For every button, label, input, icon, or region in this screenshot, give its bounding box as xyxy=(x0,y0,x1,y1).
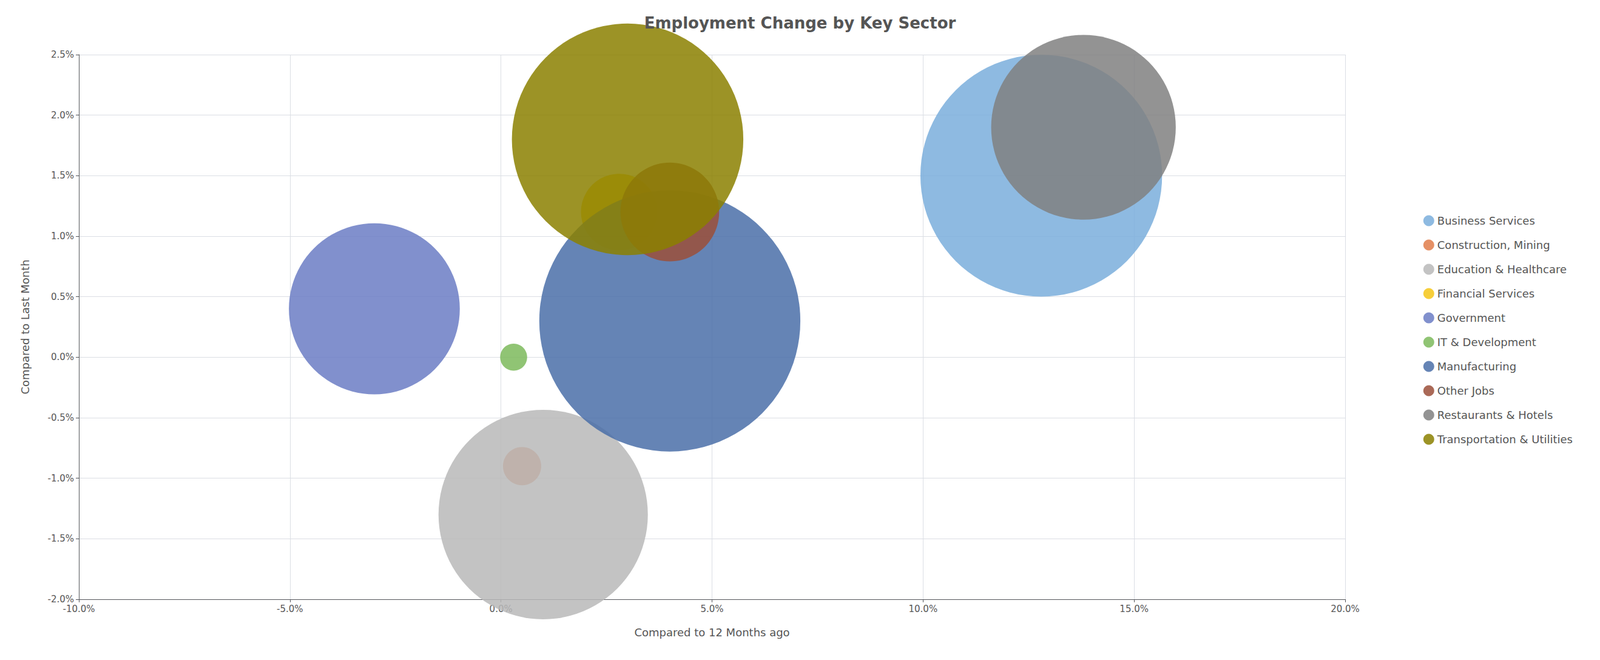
svg-text:Compared to 12 Months ago: Compared to 12 Months ago xyxy=(634,625,790,639)
svg-text:0.5%: 0.5% xyxy=(50,291,75,303)
svg-text:1.0%: 1.0% xyxy=(50,230,75,242)
svg-text:5.0%: 5.0% xyxy=(700,603,724,615)
svg-text:2.0%: 2.0% xyxy=(50,109,75,121)
svg-text:1.5%: 1.5% xyxy=(50,169,75,181)
svg-text:Restaurants & Hotels: Restaurants & Hotels xyxy=(1437,408,1553,422)
svg-text:-0.5%: -0.5% xyxy=(47,411,75,423)
svg-text:Business Services: Business Services xyxy=(1437,214,1536,227)
svg-text:10.0%: 10.0% xyxy=(908,603,939,615)
svg-text:2.5%: 2.5% xyxy=(50,49,75,61)
svg-text:Manufacturing: Manufacturing xyxy=(1437,359,1517,373)
svg-text:-2.0%: -2.0% xyxy=(47,593,75,605)
svg-text:0.0%: 0.0% xyxy=(50,351,75,363)
svg-text:Compared to Last Month: Compared to Last Month xyxy=(18,259,32,394)
svg-text:Construction, Mining: Construction, Mining xyxy=(1437,238,1551,252)
svg-text:Government: Government xyxy=(1437,311,1506,325)
svg-text:Education & Healthcare: Education & Healthcare xyxy=(1437,262,1567,276)
svg-text:Transportation & Utilities: Transportation & Utilities xyxy=(1436,432,1573,446)
svg-text:-10.0%: -10.0% xyxy=(62,603,95,615)
svg-text:Other Jobs: Other Jobs xyxy=(1437,384,1495,397)
svg-text:15.0%: 15.0% xyxy=(1119,603,1149,615)
svg-text:20.0%: 20.0% xyxy=(1330,603,1360,615)
svg-text:-5.0%: -5.0% xyxy=(276,603,304,615)
svg-text:-1.5%: -1.5% xyxy=(47,532,75,544)
svg-text:Financial Services: Financial Services xyxy=(1437,286,1535,300)
svg-text:IT & Development: IT & Development xyxy=(1437,335,1537,349)
svg-text:Employment Change by Key Secto: Employment Change by Key Sector xyxy=(644,13,957,33)
svg-text:-1.0%: -1.0% xyxy=(47,472,75,484)
